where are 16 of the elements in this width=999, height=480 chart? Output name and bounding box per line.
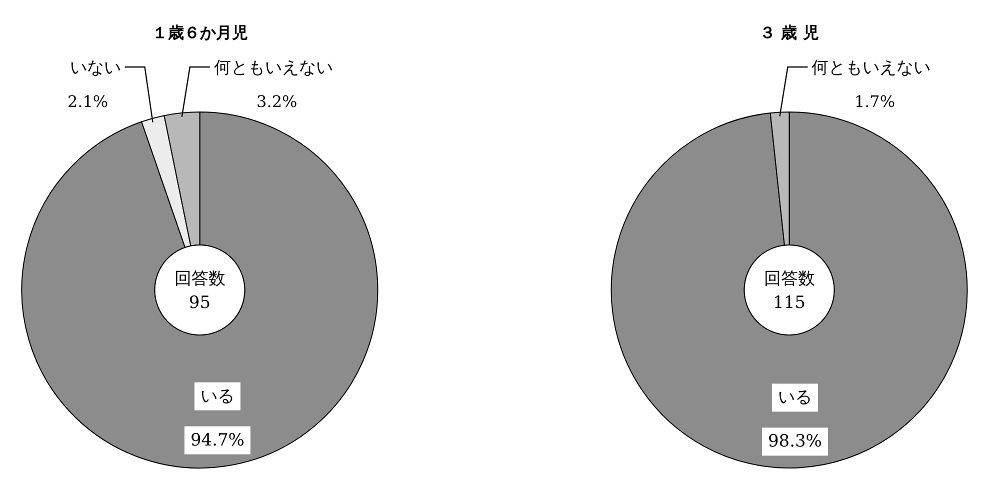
text: 回答数	[174, 269, 226, 289]
data-label: 98.3%	[768, 432, 822, 452]
data-label: 3.2%	[256, 92, 298, 111]
text: 115	[773, 293, 806, 313]
slice-label: 何ともいえない	[812, 58, 931, 78]
chart-title: １歳６か月児	[152, 23, 248, 42]
chart-title: ３ 歳 児	[760, 23, 819, 42]
text: 回答数	[764, 269, 815, 289]
data-label: 2.1%	[67, 92, 108, 111]
slice-label: 何ともいえない	[214, 58, 333, 78]
data-label: 1.7%	[854, 92, 896, 111]
data-label: 94.7%	[190, 430, 244, 450]
text: 95	[188, 293, 211, 313]
slice-label: いる	[200, 386, 234, 406]
slice-label: いる	[778, 388, 812, 408]
slice-label: いない	[70, 58, 121, 78]
